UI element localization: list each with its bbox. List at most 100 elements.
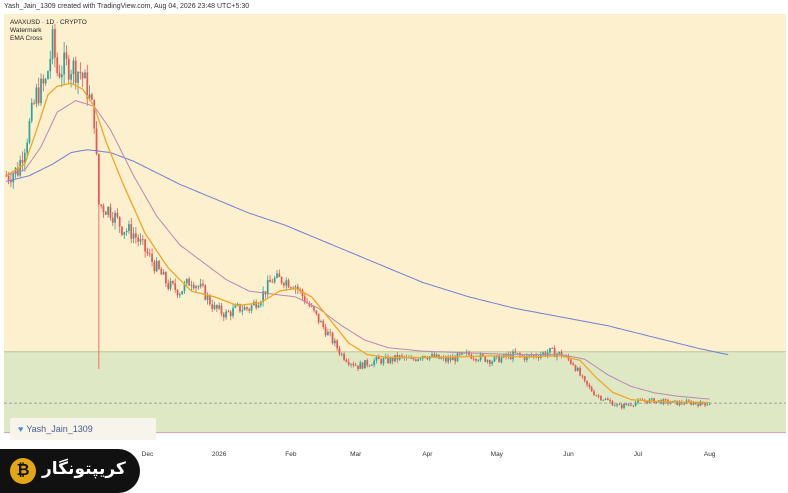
candle-body [472,358,475,360]
candle-body [14,167,17,175]
candle-body [544,352,547,356]
candle-body [426,357,429,360]
candle-body [433,354,436,358]
candle-body [630,404,632,406]
candle-body [493,356,496,362]
candle-body [414,359,417,361]
candle-body [49,58,52,72]
candle-body [602,399,605,401]
candle-body [308,303,311,307]
candle-body [141,239,144,240]
candle-body [451,356,454,361]
candle-body [521,355,524,356]
candle-body [128,224,130,231]
coin-icon: ₿ [10,458,36,484]
candle-body [97,153,100,205]
candle-body [417,359,420,361]
candle-body [206,295,209,300]
candle-body [704,403,706,406]
candle-body [361,362,364,369]
candle-body [213,305,216,310]
candle-body [204,285,207,300]
candle-body [21,159,24,163]
candle-body [440,358,443,359]
candle-body [482,354,484,356]
candle-body [84,72,86,79]
candle-body [463,352,466,354]
candle-body [625,403,628,406]
candle-body [5,175,8,177]
candle-body [343,353,345,360]
candle-body [352,363,355,366]
candle-body [551,347,554,349]
candle-body [350,363,352,365]
candle-body [327,331,329,336]
candle-body [401,355,403,357]
candle-body [81,72,84,79]
candle-body [257,305,260,308]
candle-body [116,212,119,217]
candle-body [158,260,160,269]
candle-body [125,230,128,233]
candle-body [23,152,26,163]
candle-body [181,291,184,295]
candle-body [202,283,204,286]
x-tick-label: Jun [563,451,574,458]
candle-body [340,353,343,355]
brand-logo-text: کریپتونگار [42,459,126,479]
candle-body [54,29,56,58]
candle-body [435,354,438,358]
candle-body [167,283,170,289]
candle-body [192,284,195,289]
candle-body [172,281,174,284]
candle-body [468,352,470,355]
candle-body [234,305,237,308]
candle-body [650,398,653,400]
x-tick-label: Apr [422,451,433,458]
candle-body [278,273,281,278]
candle-body [692,402,695,405]
candle-body [44,79,47,84]
candle-body [287,280,290,288]
candle-body [338,348,341,355]
candle-body [579,368,581,376]
candle-body [391,357,394,362]
candle-body [241,310,244,312]
candle-body [60,74,63,78]
candle-body [590,387,593,392]
candle-body [299,289,302,291]
candle-body [114,212,116,223]
candle-body [199,283,202,287]
candle-body [220,305,223,314]
attribution-bar: Yash_Jain_1309 created with TradingView.… [4,3,250,10]
candle-body [317,313,320,323]
candle-body [95,128,98,154]
candle-body [109,206,112,218]
candle-body [458,353,461,355]
candle-body [357,365,359,369]
candle-body [683,403,686,405]
candle-body [266,279,269,295]
candle-body [324,326,327,336]
candle-body [70,74,72,80]
candle-body [7,175,10,180]
candle-body [512,351,514,360]
candle-body [262,291,264,303]
candle-body [623,403,625,408]
candle-body [169,281,172,289]
candle-body [51,29,54,59]
candle-body [345,359,348,362]
candle-body [616,404,618,406]
candle-body [139,239,142,242]
candle-body [519,353,521,356]
candle-body [65,52,68,59]
candle-body [130,224,133,239]
ema-fast-line [5,82,710,404]
candle-body [537,356,540,359]
candle-body [102,205,105,212]
candle-body [195,286,197,289]
candle-body [174,283,177,290]
candle-body [58,73,61,78]
candle-body [79,71,82,73]
